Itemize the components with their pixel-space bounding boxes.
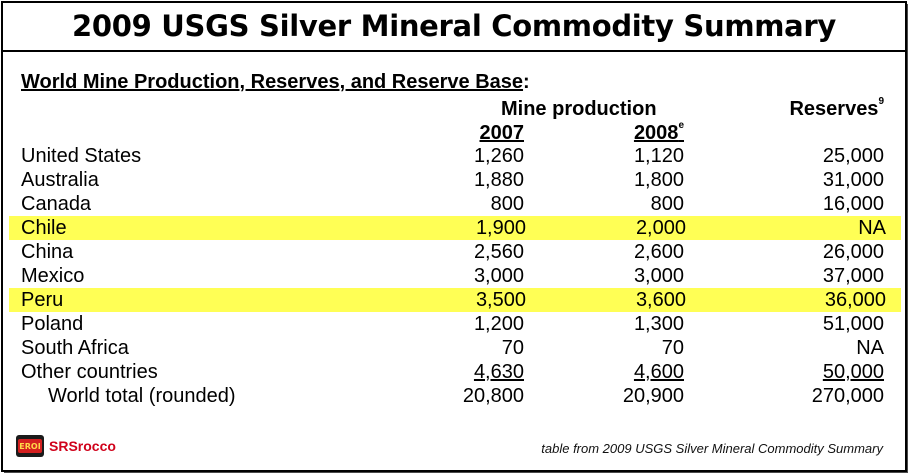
value-reserves: 50,000	[822, 361, 884, 383]
source-caption: table from 2009 USGS Silver Mineral Comm…	[541, 441, 883, 456]
header-2007: 2007	[479, 122, 525, 144]
table-row: South Africa 70 70 NA	[3, 336, 905, 360]
value-reserves: 26,000	[822, 241, 884, 263]
value-2007: 1,260	[473, 145, 524, 167]
header-2008-note: e	[678, 120, 684, 132]
value-reserves: NA	[858, 217, 886, 239]
country-name: South Africa	[21, 337, 129, 359]
total-name: World total (rounded)	[48, 385, 236, 407]
total-reserves: 270,000	[811, 385, 884, 407]
country-name: China	[21, 241, 74, 263]
country-name: Canada	[21, 193, 92, 215]
value-2007: 4,630	[473, 361, 524, 383]
eroi-logo: EROI	[16, 435, 44, 457]
value-reserves: 25,000	[822, 145, 884, 167]
value-2007: 1,900	[475, 217, 526, 239]
header-reserves-note: 9	[878, 96, 884, 108]
table-row: China 2,560 2,600 26,000	[3, 240, 905, 264]
value-2008: 1,800	[633, 169, 684, 191]
value-reserves: NA	[856, 337, 884, 359]
value-2008: 3,600	[635, 289, 686, 311]
eroi-logo-text: EROI	[18, 439, 42, 453]
value-2008: 4,600	[633, 361, 684, 383]
value-2007: 800	[490, 193, 524, 215]
value-2007: 70	[501, 337, 524, 359]
value-2007: 1,200	[473, 313, 524, 335]
table-row: United States 1,260 1,120 25,000	[3, 144, 905, 168]
table-row: Peru 3,500 3,600 36,000	[9, 288, 901, 312]
value-2007: 3,500	[475, 289, 526, 311]
country-name: Other countries	[21, 361, 158, 383]
header-2008-label: 2008	[633, 122, 679, 144]
header-mine-production: Mine production	[501, 98, 657, 120]
value-reserves: 51,000	[822, 313, 884, 335]
value-2008: 3,000	[633, 265, 684, 287]
country-name: Chile	[21, 217, 67, 239]
table-subtitle: World Mine Production, Reserves, and Res…	[21, 71, 530, 94]
value-2008: 1,120	[633, 145, 684, 167]
value-reserves: 36,000	[824, 289, 886, 311]
value-reserves: 16,000	[822, 193, 884, 215]
country-name: United States	[21, 145, 142, 167]
table-row: Mexico 3,000 3,000 37,000	[3, 264, 905, 288]
value-2008: 2,000	[635, 217, 686, 239]
page-title: 2009 USGS Silver Mineral Commodity Summa…	[3, 3, 905, 52]
country-name: Peru	[21, 289, 64, 311]
subtitle-text: World Mine Production, Reserves, and Res…	[21, 71, 524, 93]
table-row-total: World total (rounded) 20,800 20,900 270,…	[3, 384, 905, 408]
country-name: Australia	[21, 169, 99, 191]
value-2007: 1,880	[473, 169, 524, 191]
total-2008: 20,900	[622, 385, 684, 407]
value-2007: 3,000	[473, 265, 524, 287]
value-2007: 2,560	[473, 241, 524, 263]
value-reserves: 37,000	[822, 265, 884, 287]
header-2008: 2008e	[633, 120, 684, 145]
value-2008: 70	[661, 337, 684, 359]
country-name: Mexico	[21, 265, 85, 287]
table-row: Canada 800 800 16,000	[3, 192, 905, 216]
table-row: Australia 1,880 1,800 31,000	[3, 168, 905, 192]
table-row: Chile 1,900 2,000 NA	[9, 216, 901, 240]
brand-name: SRSrocco	[49, 438, 116, 454]
value-2008: 1,300	[633, 313, 684, 335]
value-2008: 2,600	[633, 241, 684, 263]
total-2007: 20,800	[462, 385, 524, 407]
header-reserves-label: Reserves	[789, 98, 879, 120]
value-reserves: 31,000	[822, 169, 884, 191]
header-reserves: Reserves9	[789, 96, 884, 121]
country-name: Poland	[21, 313, 84, 335]
table-row: Poland 1,200 1,300 51,000	[3, 312, 905, 336]
table-row: Other countries 4,630 4,600 50,000	[3, 360, 905, 384]
value-2008: 800	[650, 193, 684, 215]
subtitle-colon: :	[523, 71, 530, 93]
